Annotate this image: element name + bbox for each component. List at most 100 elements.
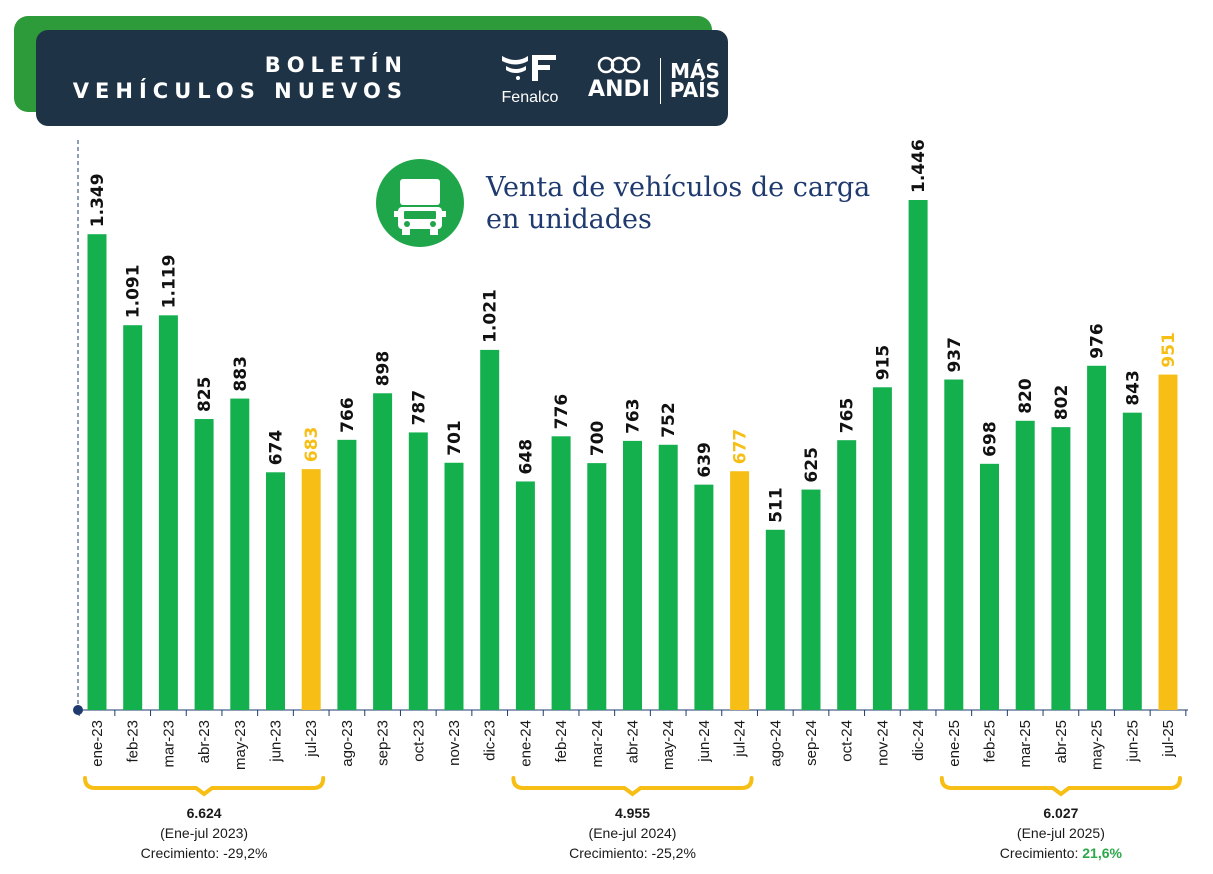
header-banner: BOLETÍN VEHÍCULOS NUEVOS Fenalco ANDI MÁ… xyxy=(36,30,728,126)
value-label-oct-24: 765 xyxy=(838,398,858,434)
bar-jul-23 xyxy=(301,469,321,710)
value-label-jun-25: 843 xyxy=(1123,370,1143,406)
value-label-jul-25: 951 xyxy=(1159,332,1179,368)
value-label-oct-23: 787 xyxy=(409,390,429,426)
value-label-may-24: 752 xyxy=(659,402,679,438)
summary-period: (Ene-jul 2024) xyxy=(588,825,677,841)
bar-feb-23 xyxy=(123,325,143,710)
summary-growth-label: Crecimiento: xyxy=(999,845,1083,861)
value-label-sep-23: 898 xyxy=(374,351,394,387)
bar-may-24 xyxy=(658,444,678,710)
category-label-jul-25: jul-25 xyxy=(1160,720,1177,758)
category-label-nov-23: nov-23 xyxy=(446,720,463,766)
summary-total: 6.624 xyxy=(186,805,222,821)
mas-pais-logo-line2: PAÍS xyxy=(669,78,721,102)
category-label-jun-24: jun-24 xyxy=(696,720,713,763)
chart-title: Venta de vehículos de carga en unidades xyxy=(486,172,870,236)
bar-dic-24 xyxy=(908,200,928,710)
summary-growth: Crecimiento: -29,2% xyxy=(84,843,324,863)
value-label-sep-24: 625 xyxy=(802,447,822,483)
value-label-mar-23: 1.119 xyxy=(159,255,179,309)
bar-oct-24 xyxy=(837,440,857,710)
category-label-jun-23: jun-23 xyxy=(268,720,285,763)
period-bracket-2 xyxy=(511,776,754,797)
category-label-sep-23: sep-23 xyxy=(375,720,392,766)
summary-total: 6.027 xyxy=(1043,805,1079,821)
summary-total: 4.955 xyxy=(614,805,651,821)
value-label-ago-24: 511 xyxy=(766,487,786,523)
period-bracket-3 xyxy=(939,776,1182,797)
bar-nov-23 xyxy=(444,462,464,710)
category-label-mar-23: mar-23 xyxy=(160,720,177,768)
value-label-feb-23: 1.091 xyxy=(124,264,144,318)
period-summary-1: 6.624 (Ene-jul 2023) Crecimiento: -29,2% xyxy=(84,803,324,863)
category-label-feb-24: feb-24 xyxy=(553,720,570,763)
value-label-abr-23: 825 xyxy=(195,377,215,413)
category-label-dic-23: dic-23 xyxy=(482,720,499,761)
bar-mar-25 xyxy=(1015,420,1035,710)
category-label-mar-25: mar-25 xyxy=(1017,720,1034,768)
category-label-mar-24: mar-24 xyxy=(589,720,606,768)
fenalco-logo: Fenalco xyxy=(488,52,572,107)
value-label-dic-23: 1.021 xyxy=(481,289,501,343)
value-label-feb-24: 776 xyxy=(552,394,572,430)
category-label-abr-24: abr-24 xyxy=(625,720,642,763)
category-label-ene-23: ene-23 xyxy=(89,720,106,767)
value-label-jul-24: 677 xyxy=(731,429,751,465)
period-bracket-1 xyxy=(83,776,326,797)
logo-divider xyxy=(660,58,661,104)
category-label-jul-24: jul-24 xyxy=(732,720,749,758)
category-label-dic-24: dic-24 xyxy=(910,720,927,761)
bulletin-title-line2: VEHÍCULOS NUEVOS xyxy=(72,79,408,103)
bar-oct-23 xyxy=(408,432,428,710)
bar-ene-25 xyxy=(944,379,964,710)
bar-dic-23 xyxy=(480,349,500,710)
value-label-ene-24: 648 xyxy=(516,439,536,475)
bulletin-title: BOLETÍN VEHÍCULOS NUEVOS xyxy=(73,52,408,104)
bar-ene-23 xyxy=(87,234,107,711)
category-label-may-25: may-25 xyxy=(1089,720,1106,770)
category-label-sep-24: sep-24 xyxy=(803,720,820,766)
category-label-jul-23: jul-23 xyxy=(303,720,320,758)
bar-abr-24 xyxy=(623,440,642,710)
value-label-ene-23: 1.349 xyxy=(88,173,108,227)
category-label-ene-24: ene-24 xyxy=(517,720,534,767)
category-label-feb-23: feb-23 xyxy=(125,720,142,763)
category-label-abr-25: abr-25 xyxy=(1053,720,1070,763)
category-label-may-23: may-23 xyxy=(232,720,249,770)
value-label-nov-23: 701 xyxy=(445,420,465,456)
truck-icon xyxy=(376,159,464,247)
bar-abr-23 xyxy=(194,419,214,710)
category-label-nov-24: nov-24 xyxy=(874,720,891,766)
value-label-jul-23: 683 xyxy=(302,427,322,463)
bar-ago-23 xyxy=(337,439,357,710)
summary-growth-value: 21,6% xyxy=(1082,845,1122,861)
summary-growth-value: -25,2% xyxy=(651,845,696,861)
bar-feb-25 xyxy=(980,463,999,710)
summary-growth-label: Crecimiento: xyxy=(140,845,224,861)
value-label-may-23: 883 xyxy=(231,356,251,391)
value-label-jun-23: 674 xyxy=(267,430,287,466)
category-label-may-24: may-24 xyxy=(660,720,677,770)
summary-growth-label: Crecimiento: xyxy=(569,845,652,861)
value-label-jun-24: 639 xyxy=(695,442,715,478)
chart-title-line2: en unidades xyxy=(486,204,652,235)
period-summary-3: 6.027 (Ene-jul 2025) Crecimiento: 21,6% xyxy=(941,803,1181,863)
summary-growth-value: -29,2% xyxy=(223,845,268,861)
value-label-ene-25: 937 xyxy=(945,337,965,373)
bar-jun-24 xyxy=(694,484,714,710)
bar-sep-24 xyxy=(801,489,821,710)
bar-may-25 xyxy=(1087,365,1107,710)
chart-title-line1: Venta de vehículos de carga xyxy=(486,172,871,203)
bar-jul-25 xyxy=(1158,374,1178,710)
category-label-abr-23: abr-23 xyxy=(196,720,213,763)
value-label-mar-24: 700 xyxy=(588,420,608,456)
category-label-oct-24: oct-24 xyxy=(839,720,856,762)
category-label-oct-23: oct-23 xyxy=(410,720,427,762)
bar-mar-23 xyxy=(158,315,178,710)
summary-growth: Crecimiento: -25,2% xyxy=(513,843,753,863)
bar-nov-24 xyxy=(872,387,892,710)
bar-ene-24 xyxy=(515,481,535,710)
category-label-jun-25: jun-25 xyxy=(1124,720,1141,763)
bar-abr-25 xyxy=(1051,427,1071,710)
